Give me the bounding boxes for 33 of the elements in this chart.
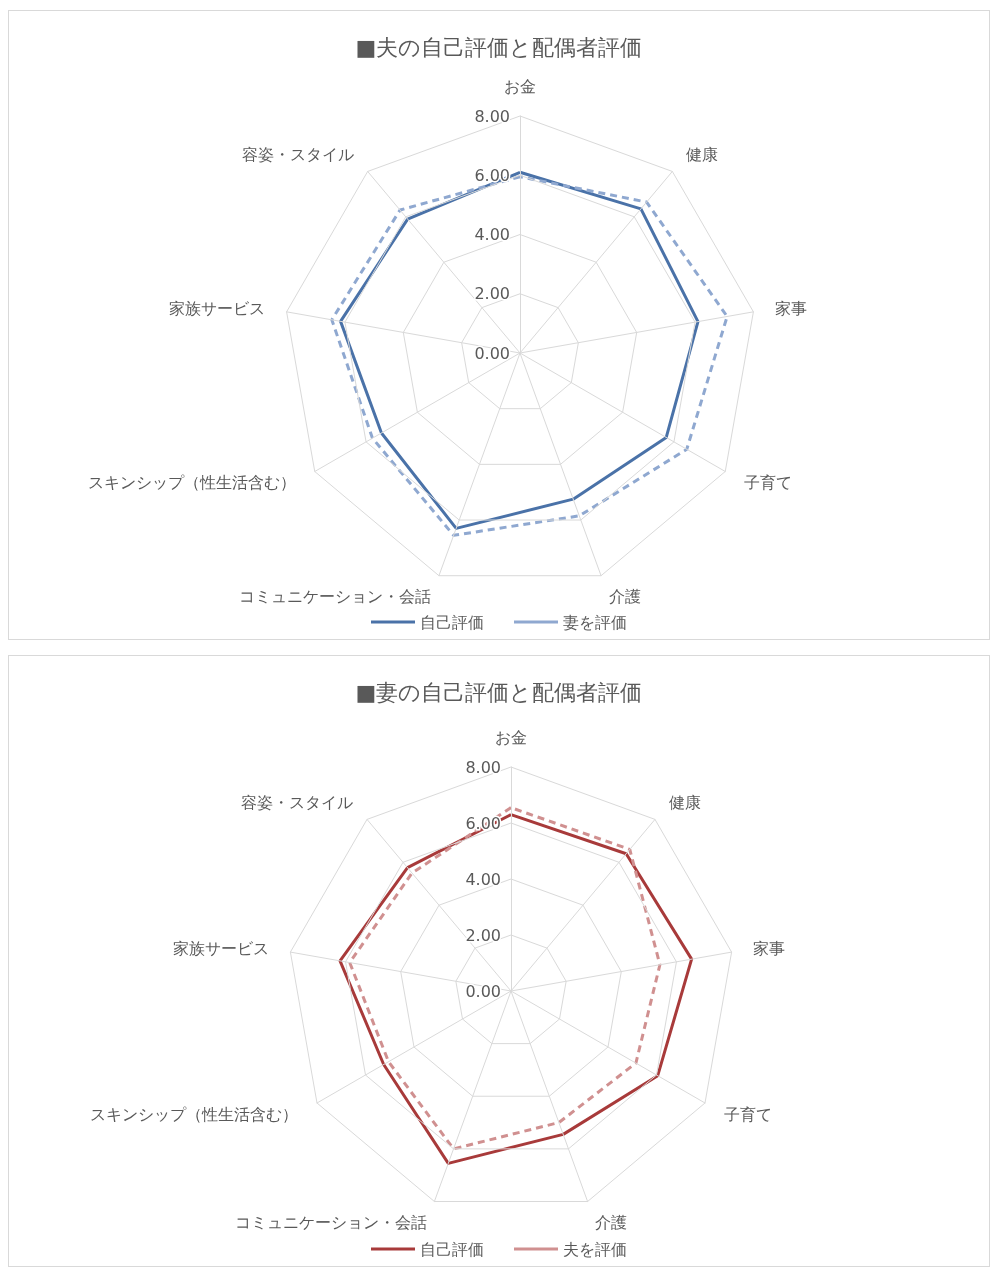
- spoke-label: 子育て: [744, 473, 793, 492]
- y-tick-label: 6.00: [474, 165, 510, 185]
- y-tick-label: 8.00: [465, 757, 501, 777]
- spoke-label: 家事: [775, 298, 808, 318]
- spoke-label: 介護: [595, 1212, 628, 1232]
- spoke-label: 家事: [753, 938, 786, 958]
- legend-label: 夫を評価: [563, 1239, 627, 1259]
- spoke-label: 介護: [608, 586, 641, 606]
- y-tick-label: 4.00: [474, 225, 510, 244]
- spoke-label: コミュニケーション・会話: [239, 586, 432, 606]
- legend-label: 妻を評価: [563, 612, 627, 632]
- spoke-label: 容姿・スタイル: [240, 793, 353, 813]
- spoke-label: スキンシップ（性生活含む）: [87, 473, 296, 492]
- spoke-label: お金: [495, 727, 527, 747]
- spoke-label: 家族サービス: [168, 298, 265, 318]
- chart-title: ■夫の自己評価と配偶者評価: [355, 34, 643, 60]
- spoke-label: 子育て: [724, 1104, 773, 1124]
- spoke-label: お金: [504, 76, 536, 96]
- spoke-label: 健康: [669, 793, 702, 813]
- spoke-label: コミュニケーション・会話: [234, 1212, 427, 1232]
- spoke-label: 健康: [686, 145, 719, 165]
- y-tick-label: 0.00: [474, 343, 510, 363]
- spoke-label: スキンシップ（性生活含む）: [89, 1104, 298, 1124]
- y-tick-label: 4.00: [465, 869, 501, 889]
- spoke-label: 家族サービス: [172, 938, 269, 958]
- y-tick-label: 0.00: [465, 981, 501, 1001]
- y-tick-label: 2.00: [465, 925, 501, 945]
- legend-label: 自己評価: [420, 1239, 484, 1259]
- chart-title: ■妻の自己評価と配偶者評価: [355, 679, 643, 705]
- legend-label: 自己評価: [420, 612, 484, 632]
- y-tick-label: 8.00: [474, 106, 510, 126]
- y-tick-label: 2.00: [474, 284, 510, 304]
- spoke-label: 容姿・スタイル: [241, 145, 354, 165]
